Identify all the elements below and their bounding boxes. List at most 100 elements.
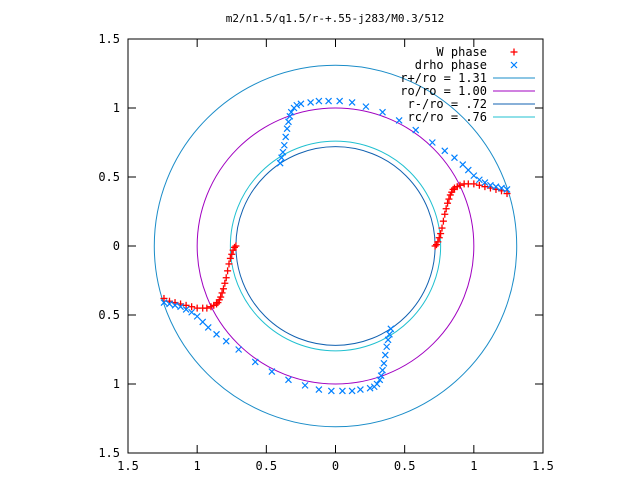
drho-phase-point-54-b [235, 346, 243, 353]
legend-label-5: rc/ro = .76 [408, 110, 487, 124]
drho-phase-point-4 [282, 133, 290, 141]
drho-phase-point-37-b [381, 351, 389, 359]
drho-phase-point-40-b [377, 372, 385, 380]
x-tick-label-6: 1.5 [532, 459, 554, 473]
drho-phase-point-38-b [380, 359, 388, 367]
drho-phase-point-34-b [386, 330, 393, 338]
drho-phase-point-57 [204, 323, 212, 331]
drho-phase-point-60-b [188, 308, 196, 316]
drho-phase-point-32 [503, 185, 511, 193]
drho-phase-point-15 [336, 97, 344, 105]
w-phase-point-45 [193, 304, 201, 312]
y-tick-label-6: 1.5 [98, 32, 120, 46]
drho-phase-point-3-b [280, 141, 288, 149]
drho-phase-point-49 [315, 386, 323, 393]
drho-phase-point-40 [377, 372, 385, 380]
drho-phase-point-16-b [348, 99, 356, 106]
drho-phase-point-31 [498, 184, 505, 192]
drho-phase-point-13 [315, 97, 323, 105]
drho-phase-point-65 [160, 299, 168, 307]
drho-phase-point-39 [379, 366, 386, 374]
circle-r-ro [153, 64, 518, 428]
drho-phase-point-43-b [370, 383, 378, 391]
w-phase-point-16 [456, 181, 464, 189]
w-phase-point-10 [445, 195, 453, 203]
drho-phase-point-52-b [268, 368, 276, 376]
w-phase-point-6 [439, 217, 447, 225]
drho-phase-point-51 [285, 376, 292, 384]
drho-phase-point-15-b [336, 97, 344, 105]
drho-phase-point-12 [307, 99, 315, 106]
drho-phase-point-43 [370, 383, 378, 391]
drho-phase-point-28-b [481, 179, 489, 186]
drho-phase-point-20 [412, 126, 420, 134]
drho-phase-point-2 [279, 148, 287, 156]
legend-swatch-1-b [510, 61, 518, 69]
legend-swatch-1 [510, 61, 518, 69]
drho-phase-point-36-b [383, 343, 391, 351]
drho-phase-point-1 [278, 154, 285, 162]
drho-phase-point-12-b [307, 99, 315, 106]
legend-label-0: W phase [436, 45, 487, 59]
w-phase-point-31 [225, 260, 233, 268]
drho-phase-point-36 [383, 343, 391, 351]
drho-phase-point-0-b [276, 159, 284, 167]
drho-phase-point-10 [293, 101, 301, 109]
drho-phase-point-63-b [171, 301, 179, 309]
drho-phase-point-28 [481, 179, 489, 186]
drho-phase-point-16 [348, 99, 356, 106]
x-tick-label-4: 0.5 [394, 459, 416, 473]
w-phase-point-34 [221, 279, 229, 287]
w-phase-point-51 [160, 294, 168, 302]
w-phase-point-2 [434, 238, 442, 246]
drho-phase-point-26-b [470, 172, 478, 180]
drho-phase-point-34 [386, 330, 393, 338]
drho-phase-point-21-b [428, 139, 436, 146]
legend-label-4: r-/ro = .72 [408, 97, 487, 111]
drho-phase-point-31-b [498, 184, 505, 192]
drho-phase-point-10-b [293, 101, 301, 109]
axes: 1.5 1 0.5 0 0.5 1 1.51.510.500.511.5 [98, 32, 554, 473]
drho-phase-point-19-b [395, 116, 403, 124]
y-tick-label-2: 0.5 [98, 308, 120, 322]
drho-phase-point-55-b [222, 337, 230, 345]
drho-phase-point-11-b [297, 100, 305, 108]
w-phase-point-28 [229, 246, 237, 254]
drho-phase-point-41-b [376, 376, 384, 384]
drho-phase-point-64-b [166, 300, 173, 308]
drho-phase-point-6 [285, 118, 292, 126]
w-phase-point-4 [437, 230, 445, 238]
drho-phase-point-37 [381, 351, 389, 359]
legend-label-1: drho phase [415, 58, 487, 72]
drho-phase-point-18 [379, 108, 386, 116]
y-tick-label-0: 1.5 [98, 446, 120, 460]
drho-phase-point-53-b [251, 358, 259, 366]
legend-label-2: r+/ro = 1.31 [400, 71, 487, 85]
w-phase-point-26 [232, 242, 240, 250]
drho-phase-point-7-b [286, 112, 294, 120]
drho-phase-point-51-b [285, 376, 292, 384]
drho-phase-point-19 [395, 116, 403, 124]
drho-phase-point-14 [325, 97, 333, 105]
drho-phase-point-22-b [441, 147, 449, 155]
w-phase-point-32 [224, 267, 232, 275]
circle-r-ro [235, 146, 436, 346]
drho-phase-point-46 [348, 387, 356, 395]
w-phase-point-3 [435, 234, 443, 242]
drho-phase-point-58 [199, 318, 207, 326]
y-tick-label-5: 1 [113, 101, 120, 115]
circle-ro-ro [196, 107, 475, 385]
drho-phase-point-46-b [348, 387, 356, 395]
w-phase-point-29 [228, 250, 236, 258]
drho-phase-point-38 [380, 359, 388, 367]
drho-phase-point-1-b [278, 154, 285, 162]
drho-phase-point-60 [188, 308, 196, 316]
drho-phase-point-48-b [327, 387, 335, 395]
drho-phase-point-7 [286, 112, 294, 120]
legend-swatch-0 [510, 48, 518, 56]
drho-phase-point-61-b [182, 306, 190, 313]
x-tick-label-3: 0 [332, 459, 339, 473]
drho-phase-point-24-b [459, 161, 467, 169]
w-phase-point-0 [431, 242, 439, 250]
